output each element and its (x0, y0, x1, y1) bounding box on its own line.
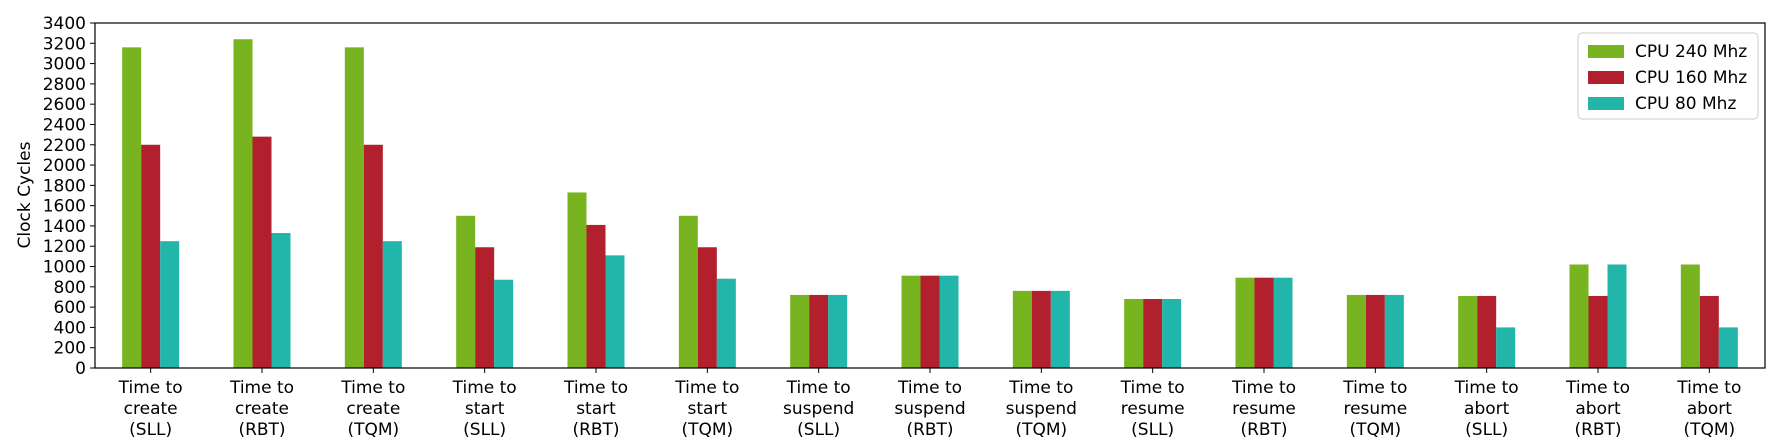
y-tick-label: 2000 (43, 156, 86, 176)
x-tick-label: Time to create (RBT) (229, 378, 294, 440)
legend-swatch (1588, 71, 1624, 84)
x-tick-label: Time to start (TQM) (674, 378, 739, 440)
legend-label: CPU 80 Mhz (1635, 94, 1736, 114)
legend: CPU 240 Mhz CPU 160 Mhz CPU 80 Mhz (1577, 32, 1759, 120)
y-tick-label: 2400 (43, 115, 86, 135)
x-tick-label: Time to abort (TQM) (1676, 378, 1741, 440)
y-tick-label: 800 (54, 278, 86, 298)
bar (1162, 299, 1182, 368)
bar (1124, 299, 1144, 368)
y-tick-label: 1200 (43, 237, 86, 257)
x-tick-label: Time to suspend (SLL) (783, 378, 854, 440)
bar (1699, 295, 1719, 368)
y-tick-label: 2600 (43, 95, 86, 115)
bar (363, 144, 383, 368)
x-tick-label: Time to suspend (TQM) (1006, 378, 1077, 440)
y-tick-label: 3400 (43, 14, 86, 34)
y-tick-label: 3200 (43, 34, 86, 54)
bar (920, 275, 940, 368)
y-tick-label: 1800 (43, 176, 86, 196)
y-tick-label: 0 (75, 359, 86, 379)
legend-label: CPU 240 Mhz (1635, 42, 1747, 62)
legend-swatch (1588, 45, 1624, 58)
x-tick-label: Time to resume (SLL) (1120, 378, 1185, 440)
y-tick-label: 3000 (43, 55, 86, 75)
x-tick-label: Time to start (RBT) (563, 378, 628, 440)
bar (1050, 290, 1070, 368)
bar (456, 215, 476, 368)
bar (1273, 277, 1293, 368)
bar (1718, 327, 1738, 368)
bar (1680, 264, 1700, 368)
y-tick-label: 400 (54, 318, 86, 338)
bar (697, 247, 717, 368)
y-tick-label: 2800 (43, 75, 86, 95)
y-axis-ticks: 0200400600800100012001400160018002000220… (43, 14, 95, 379)
bar (344, 47, 364, 369)
bar (233, 39, 253, 369)
y-tick-label: 1600 (43, 197, 86, 217)
bar (1346, 294, 1366, 368)
bar (1254, 277, 1274, 368)
bar (1607, 264, 1627, 368)
legend-label: CPU 160 Mhz (1635, 68, 1747, 88)
bar (1588, 295, 1608, 368)
plot-frame (94, 22, 1766, 369)
bar (1458, 295, 1478, 368)
bar (1143, 299, 1163, 368)
x-tick-label: Time to create (TQM) (340, 378, 405, 440)
bar (1031, 290, 1051, 368)
bar (382, 241, 402, 368)
bar (271, 233, 291, 368)
bar (141, 144, 161, 368)
legend-swatch (1588, 97, 1624, 110)
x-axis-ticks: Time to create (SLL) Time to create (RBT) Time… (118, 368, 1741, 440)
x-tick-label: Time to abort (RBT) (1565, 378, 1630, 440)
bar (1496, 327, 1516, 368)
bar (586, 224, 606, 368)
bar (716, 278, 736, 368)
y-tick-label: 1400 (43, 217, 86, 237)
bar (160, 241, 180, 368)
x-tick-label: Time to start (SLL) (452, 378, 517, 440)
bar (1012, 290, 1032, 368)
bar (1477, 295, 1497, 368)
x-tick-label: Time to abort (SLL) (1454, 378, 1519, 440)
bar (828, 294, 848, 368)
bar (1235, 277, 1255, 368)
bar (901, 275, 921, 368)
bar (567, 192, 587, 368)
bar (1569, 264, 1589, 368)
x-tick-label: Time to suspend (RBT) (894, 378, 965, 440)
x-tick-label: Time to create (SLL) (118, 378, 183, 440)
bar (1384, 294, 1404, 368)
y-tick-label: 2200 (43, 136, 86, 156)
bar (678, 215, 698, 368)
bar (122, 47, 142, 369)
bar (790, 294, 810, 368)
x-tick-label: Time to resume (RBT) (1231, 378, 1296, 440)
y-axis-label: Clock Cycles (15, 141, 35, 248)
bar (1365, 294, 1385, 368)
bar (605, 255, 625, 368)
bar (494, 279, 514, 368)
bars (122, 39, 1738, 369)
x-tick-label: Time to resume (TQM) (1342, 378, 1407, 440)
y-tick-label: 1000 (43, 258, 86, 278)
y-tick-label: 600 (54, 298, 86, 318)
bar (252, 136, 272, 368)
bar (809, 294, 829, 368)
y-tick-label: 200 (54, 339, 86, 359)
bar (475, 247, 495, 368)
bar (939, 275, 959, 368)
